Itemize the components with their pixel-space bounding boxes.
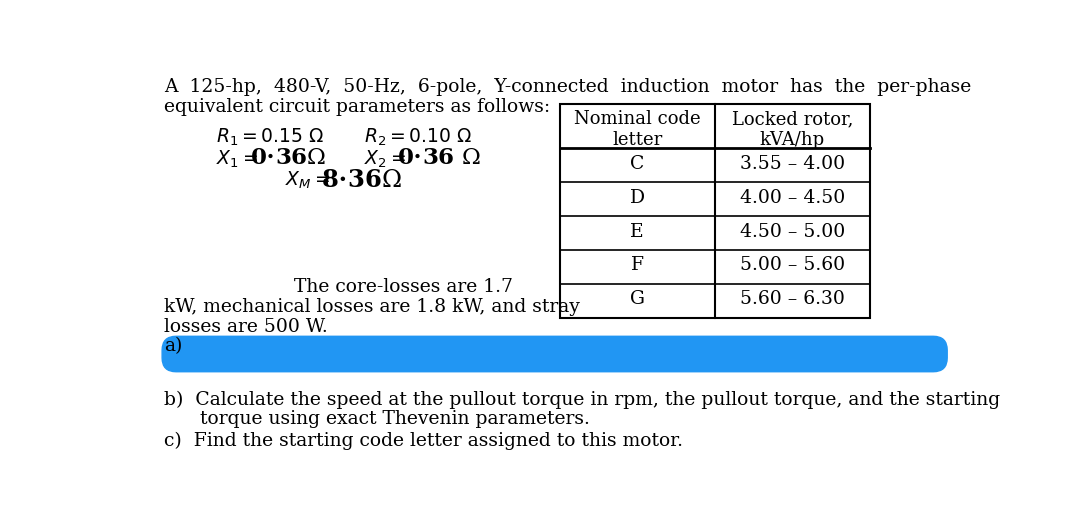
Text: c)  Find the starting code letter assigned to this motor.: c) Find the starting code letter assigne… bbox=[164, 432, 684, 450]
FancyBboxPatch shape bbox=[162, 336, 947, 372]
Text: F: F bbox=[631, 256, 644, 275]
Text: E: E bbox=[631, 222, 644, 241]
Text: $X_M =$: $X_M =$ bbox=[284, 170, 329, 191]
Text: $\mathbf{0{\cdot}36}\ \Omega$: $\mathbf{0{\cdot}36}\ \Omega$ bbox=[397, 147, 481, 169]
Text: $X_2 =$: $X_2 =$ bbox=[364, 149, 406, 170]
Text: C: C bbox=[630, 155, 645, 173]
Text: kW, mechanical losses are 1.8 kW, and stray: kW, mechanical losses are 1.8 kW, and st… bbox=[164, 298, 580, 316]
Text: $R_1 = 0.15\ \Omega$: $R_1 = 0.15\ \Omega$ bbox=[216, 127, 325, 148]
Text: 4.50 – 5.00: 4.50 – 5.00 bbox=[740, 222, 845, 241]
Text: D: D bbox=[630, 189, 645, 207]
Text: 4.00 – 4.50: 4.00 – 4.50 bbox=[740, 189, 845, 207]
Bar bbox=[559, 104, 869, 318]
Text: a): a) bbox=[164, 337, 183, 355]
Text: $X_1 =$: $X_1 =$ bbox=[216, 149, 258, 170]
Bar bbox=[559, 104, 869, 318]
Text: 3.55 – 4.00: 3.55 – 4.00 bbox=[740, 155, 845, 173]
Text: equivalent circuit parameters as follows:: equivalent circuit parameters as follows… bbox=[164, 98, 551, 116]
Text: b)  Calculate the speed at the pullout torque in rpm, the pullout torque, and th: b) Calculate the speed at the pullout to… bbox=[164, 391, 1000, 409]
Text: $\mathbf{0{\cdot}36}\Omega$: $\mathbf{0{\cdot}36}\Omega$ bbox=[249, 147, 326, 169]
Text: Locked rotor,
kVA/hp: Locked rotor, kVA/hp bbox=[731, 110, 853, 149]
Text: $\mathbf{8{\cdot}36}\Omega$: $\mathbf{8{\cdot}36}\Omega$ bbox=[321, 168, 402, 192]
Text: torque using exact Thevenin parameters.: torque using exact Thevenin parameters. bbox=[164, 410, 591, 428]
Text: Nominal code
letter: Nominal code letter bbox=[573, 110, 701, 149]
Text: 5.60 – 6.30: 5.60 – 6.30 bbox=[740, 290, 845, 309]
Text: G: G bbox=[630, 290, 645, 309]
Text: $R_2 = 0.10\ \Omega$: $R_2 = 0.10\ \Omega$ bbox=[364, 127, 472, 148]
Text: losses are 500 W.: losses are 500 W. bbox=[164, 318, 328, 336]
Text: 5.00 – 5.60: 5.00 – 5.60 bbox=[740, 256, 845, 275]
Text: A  125-hp,  480-V,  50-Hz,  6-pole,  Y-connected  induction  motor  has  the  pe: A 125-hp, 480-V, 50-Hz, 6-pole, Y-connec… bbox=[164, 78, 972, 96]
Text: The core-losses are 1.7: The core-losses are 1.7 bbox=[294, 278, 513, 296]
